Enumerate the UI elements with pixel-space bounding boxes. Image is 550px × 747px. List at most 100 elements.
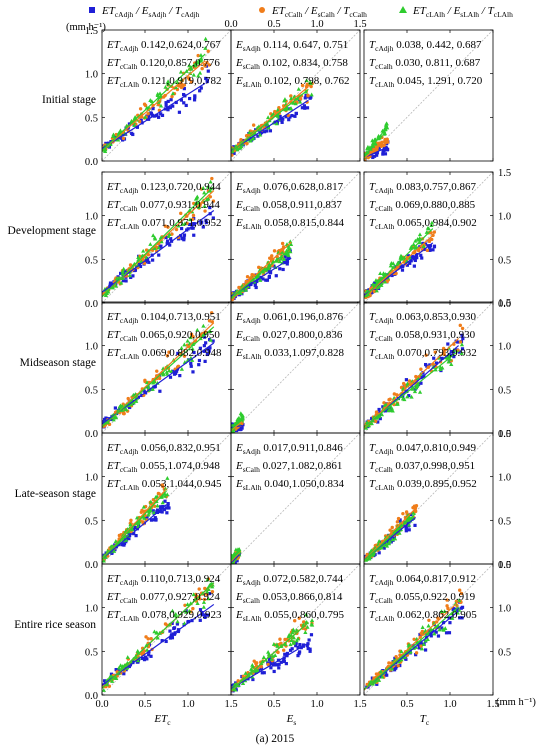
point-adjh — [202, 335, 207, 339]
point-lalh — [155, 635, 160, 640]
point-calh — [424, 353, 428, 357]
point-adjh — [199, 221, 203, 225]
panel-r1-c1: EsAdjh 0.076,0.628,0.817 EsCalh 0.058,0.9… — [230, 171, 361, 304]
point-calh — [205, 60, 209, 65]
point-adjh — [275, 119, 279, 124]
right-y-tick-label: 1.0 — [498, 342, 511, 353]
legend-label: ETcLAlh / EsLAlh / TcLAlh — [412, 5, 513, 19]
point-lalh — [379, 281, 384, 285]
point-adjh — [133, 268, 138, 272]
point-lalh — [128, 402, 134, 406]
y-tick-label: 0.0 — [85, 157, 98, 168]
point-calh — [196, 53, 200, 58]
point-adjh — [165, 241, 169, 245]
point-lalh — [288, 239, 293, 244]
point-adjh — [272, 264, 276, 268]
point-calh — [446, 606, 450, 611]
point-calh — [237, 285, 241, 290]
point-adjh — [306, 646, 310, 651]
point-lalh — [114, 276, 119, 281]
point-adjh — [182, 101, 186, 105]
point-adjh — [441, 620, 446, 625]
point-lalh — [155, 380, 160, 385]
panel-frame — [230, 29, 361, 162]
point-adjh — [305, 644, 309, 648]
point-lalh — [389, 666, 395, 671]
x-tick-label: 1.5 — [224, 699, 237, 710]
point-lalh — [377, 539, 382, 543]
point-adjh — [283, 255, 287, 259]
point-adjh — [156, 115, 161, 119]
point-adjh — [159, 509, 163, 513]
point-adjh — [202, 349, 206, 353]
point-calh — [427, 239, 432, 244]
point-adjh — [269, 666, 273, 670]
point-lalh — [123, 407, 128, 411]
point-lalh — [120, 271, 125, 276]
point-lalh — [419, 646, 425, 651]
point-lalh — [119, 280, 124, 285]
point-lalh — [289, 638, 294, 642]
point-calh — [167, 350, 171, 354]
point-lalh — [163, 84, 168, 89]
point-lalh — [425, 225, 430, 230]
point-adjh — [279, 660, 283, 664]
point-lalh — [382, 279, 388, 284]
right-y-tick-label: 0.5 — [498, 385, 511, 396]
right-y-tick-label: 1.5 — [498, 429, 511, 440]
y-tick-label: 0.0 — [85, 299, 98, 310]
point-lalh — [182, 621, 187, 625]
point-adjh — [197, 358, 202, 363]
point-calh — [282, 648, 286, 652]
point-adjh — [135, 125, 140, 129]
fit-stats-label: TcAdjh 0.064,0.817,0.912 — [369, 573, 476, 587]
point-lalh — [437, 627, 442, 632]
point-adjh — [294, 111, 298, 116]
point-lalh — [143, 115, 148, 119]
point-calh — [202, 597, 207, 602]
unit-label-bottom-right: (mm h⁻¹) — [496, 697, 536, 708]
point-lalh — [391, 261, 396, 266]
point-adjh — [428, 248, 432, 252]
point-adjh — [180, 237, 184, 241]
point-adjh — [376, 420, 380, 424]
y-tick-label: 1.0 — [85, 342, 98, 353]
point-adjh — [381, 405, 385, 409]
point-adjh — [389, 540, 393, 544]
fit-stats-label: EsCalh 0.102, 0.834, 0.758 — [235, 57, 348, 71]
point-adjh — [122, 672, 126, 676]
point-calh — [436, 616, 440, 620]
point-calh — [129, 518, 133, 523]
fit-stats-label: ETcLAlh 0.069,0.882,0.948 — [106, 347, 222, 361]
point-adjh — [126, 127, 130, 131]
point-adjh — [386, 273, 390, 277]
right-y-tick-label: 1.5 — [498, 298, 511, 309]
point-lalh — [144, 647, 150, 652]
fit-line-lalh — [231, 247, 292, 299]
point-lalh — [154, 630, 159, 635]
point-adjh — [385, 673, 389, 677]
point-lalh — [146, 512, 151, 517]
point-adjh — [205, 613, 210, 617]
fit-stats-label: TcLAlh 0.070,0.793,0.932 — [369, 347, 477, 361]
point-adjh — [303, 96, 307, 100]
point-lalh — [178, 69, 184, 74]
fit-line-calh — [231, 551, 241, 563]
point-calh — [445, 604, 449, 608]
point-adjh — [202, 344, 206, 348]
point-lalh — [123, 534, 128, 539]
point-lalh — [103, 147, 108, 152]
point-calh — [245, 141, 249, 146]
row-label-stage: Entire rice season — [14, 619, 96, 631]
point-adjh — [414, 653, 418, 657]
x-tick-label: 1.0 — [310, 699, 323, 710]
x-tick-label: 1.0 — [443, 699, 456, 710]
fit-stats-label: ETcLAlh 0.053,1.044,0.945 — [106, 478, 222, 492]
point-adjh — [232, 151, 236, 155]
point-adjh — [102, 679, 107, 683]
fit-stats-label: EsCalh 0.053,0.866,0.814 — [235, 591, 343, 605]
point-adjh — [164, 101, 168, 105]
panel-plot-area — [102, 564, 231, 695]
point-lalh — [208, 329, 213, 333]
point-calh — [458, 340, 463, 344]
